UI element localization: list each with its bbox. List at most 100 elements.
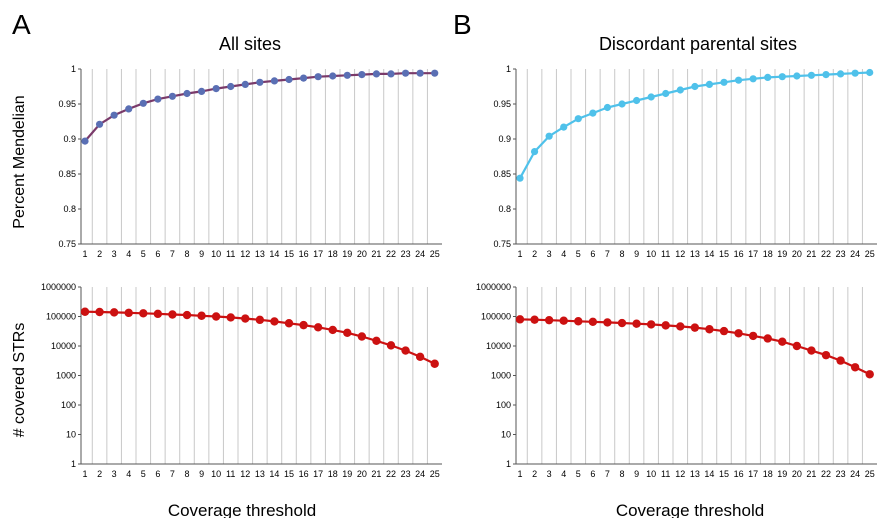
x-tick-label: 17 <box>313 249 323 259</box>
data-point <box>197 87 206 95</box>
data-point <box>95 307 104 317</box>
data-point <box>705 325 714 334</box>
x-tick-label: 1 <box>82 469 87 479</box>
x-tick-label: 10 <box>211 469 221 479</box>
x-tick-label: 24 <box>850 249 860 259</box>
data-point <box>734 329 743 338</box>
x-tick-label: 14 <box>269 249 279 259</box>
x-tick-label: 6 <box>590 469 595 479</box>
x-tick-label: 11 <box>226 469 235 479</box>
x-tick-label: 25 <box>430 469 440 479</box>
data-point <box>851 69 859 77</box>
x-tick-label: 20 <box>357 469 367 479</box>
data-point <box>822 71 830 79</box>
data-point <box>632 96 641 105</box>
y-tick-label: 1000 <box>56 371 76 381</box>
x-tick-label: 13 <box>690 249 700 259</box>
y-tick-label: 1000000 <box>41 282 76 292</box>
x-tick-label: 12 <box>240 469 250 479</box>
y-tick-label: 0.9 <box>63 134 76 144</box>
x-tick-label: 16 <box>734 249 744 259</box>
y-tick-label: 1000000 <box>476 282 511 292</box>
data-point <box>401 346 410 355</box>
data-point <box>836 356 845 365</box>
data-point <box>386 341 396 350</box>
panel-a-title: All sites <box>219 34 281 54</box>
data-point <box>358 71 366 79</box>
y-tick-label: 10 <box>501 430 511 440</box>
data-point <box>560 123 568 131</box>
x-tick-label: 20 <box>357 249 367 259</box>
data-point <box>866 68 874 77</box>
x-tick-label: 21 <box>371 469 381 479</box>
data-point <box>139 309 148 318</box>
x-tick-label: 2 <box>532 469 537 479</box>
x-tick-label: 5 <box>576 469 581 479</box>
x-tick-label: 24 <box>850 469 860 479</box>
x-tick-label: 12 <box>240 249 250 259</box>
x-tick-label: 20 <box>792 249 802 259</box>
x-tick-label: 12 <box>675 249 685 259</box>
data-point <box>241 80 249 88</box>
xlabel-left: Coverage threshold <box>168 501 316 518</box>
data-point <box>574 115 582 123</box>
y-tick-label: 100000 <box>481 312 511 322</box>
data-point <box>617 318 627 328</box>
y-tick-label: 0.9 <box>498 134 511 144</box>
x-tick-label: 25 <box>865 469 875 479</box>
data-point <box>676 322 685 331</box>
x-tick-label: 23 <box>836 469 846 479</box>
y-tick-label: 100 <box>61 400 76 410</box>
y-tick-label: 10000 <box>51 341 76 351</box>
y-tick-label: 100000 <box>46 312 76 322</box>
x-tick-label: 22 <box>386 249 396 259</box>
x-tick-label: 4 <box>126 469 131 479</box>
data-point <box>719 326 729 336</box>
y-tick-label: 1000 <box>491 371 511 381</box>
data-point <box>763 334 772 343</box>
x-tick-label: 1 <box>517 249 522 259</box>
y-tick-label: 0.85 <box>58 169 76 179</box>
x-tick-label: 1 <box>82 249 87 259</box>
data-point <box>241 314 250 323</box>
x-tick-label: 23 <box>401 469 411 479</box>
data-point <box>559 316 568 325</box>
x-tick-label: 11 <box>661 249 670 259</box>
y-tick-label: 0.85 <box>493 169 511 179</box>
y-tick-label: 0.8 <box>498 204 511 214</box>
x-tick-label: 5 <box>141 469 146 479</box>
y-tick-label: 0.75 <box>493 239 511 249</box>
data-point <box>313 323 323 332</box>
data-point <box>372 336 381 346</box>
x-tick-label: 24 <box>415 249 425 259</box>
x-tick-label: 7 <box>605 249 610 259</box>
x-tick-label: 2 <box>97 249 102 259</box>
x-tick-label: 9 <box>199 249 204 259</box>
x-tick-label: 22 <box>821 249 831 259</box>
x-tick-label: 3 <box>547 469 552 479</box>
x-tick-label: 2 <box>97 469 102 479</box>
data-point <box>793 72 801 80</box>
x-tick-label: 8 <box>184 469 189 479</box>
x-tick-label: 19 <box>342 469 352 479</box>
x-tick-label: 15 <box>284 469 294 479</box>
x-tick-label: 9 <box>634 469 639 479</box>
x-tick-label: 4 <box>561 249 566 259</box>
data-point <box>705 80 714 88</box>
x-tick-label: 23 <box>836 249 846 259</box>
data-point <box>748 331 758 341</box>
data-point <box>226 313 235 322</box>
data-point <box>618 100 626 108</box>
x-tick-label: 2 <box>532 249 537 259</box>
data-point <box>81 137 89 145</box>
data-point <box>574 317 583 326</box>
data-point <box>328 325 337 335</box>
ylabel-percent-mendelian: Percent Mendelian <box>11 95 28 228</box>
y-tick-label: 1 <box>506 459 511 469</box>
data-point <box>255 315 265 325</box>
x-tick-label: 23 <box>401 249 411 259</box>
x-tick-label: 19 <box>777 249 787 259</box>
x-tick-label: 22 <box>821 469 831 479</box>
